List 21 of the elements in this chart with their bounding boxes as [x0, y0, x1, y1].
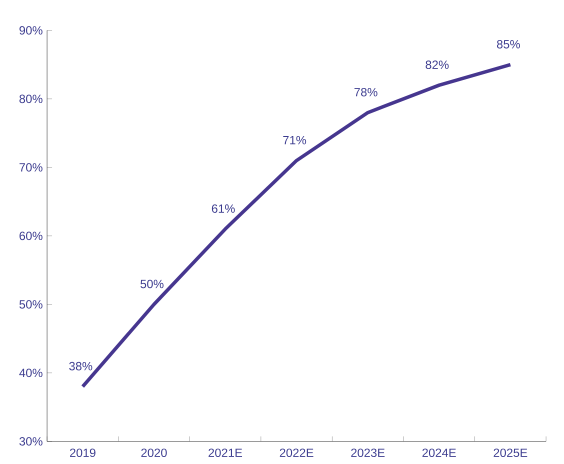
- y-tick-label: 80%: [19, 94, 42, 104]
- data-label: 61%: [212, 204, 235, 213]
- y-tick-label: 50%: [19, 300, 42, 309]
- x-tick-label: 2024E: [422, 448, 456, 458]
- data-label: 50%: [140, 280, 164, 288]
- data-label: 85%: [496, 40, 520, 48]
- x-tick-label: 2019: [70, 448, 96, 458]
- x-tick-label: 2021E: [208, 448, 242, 458]
- y-tick-label: 70%: [20, 163, 42, 172]
- y-tick-label: 60%: [20, 232, 42, 240]
- y-tick-label: 90%: [20, 26, 42, 35]
- data-label: 38%: [69, 362, 92, 370]
- data-label: 78%: [354, 88, 378, 96]
- data-label: 82%: [426, 60, 449, 69]
- data-label: 71%: [283, 136, 306, 144]
- y-tick-label: 30%: [19, 437, 42, 446]
- y-tick-label: 40%: [19, 368, 42, 378]
- x-tick-label: 2023E: [351, 448, 385, 458]
- x-tick-label: 2025E: [494, 448, 528, 458]
- x-tick-label: 2022E: [280, 448, 314, 458]
- x-tick-label: 2020: [141, 448, 167, 458]
